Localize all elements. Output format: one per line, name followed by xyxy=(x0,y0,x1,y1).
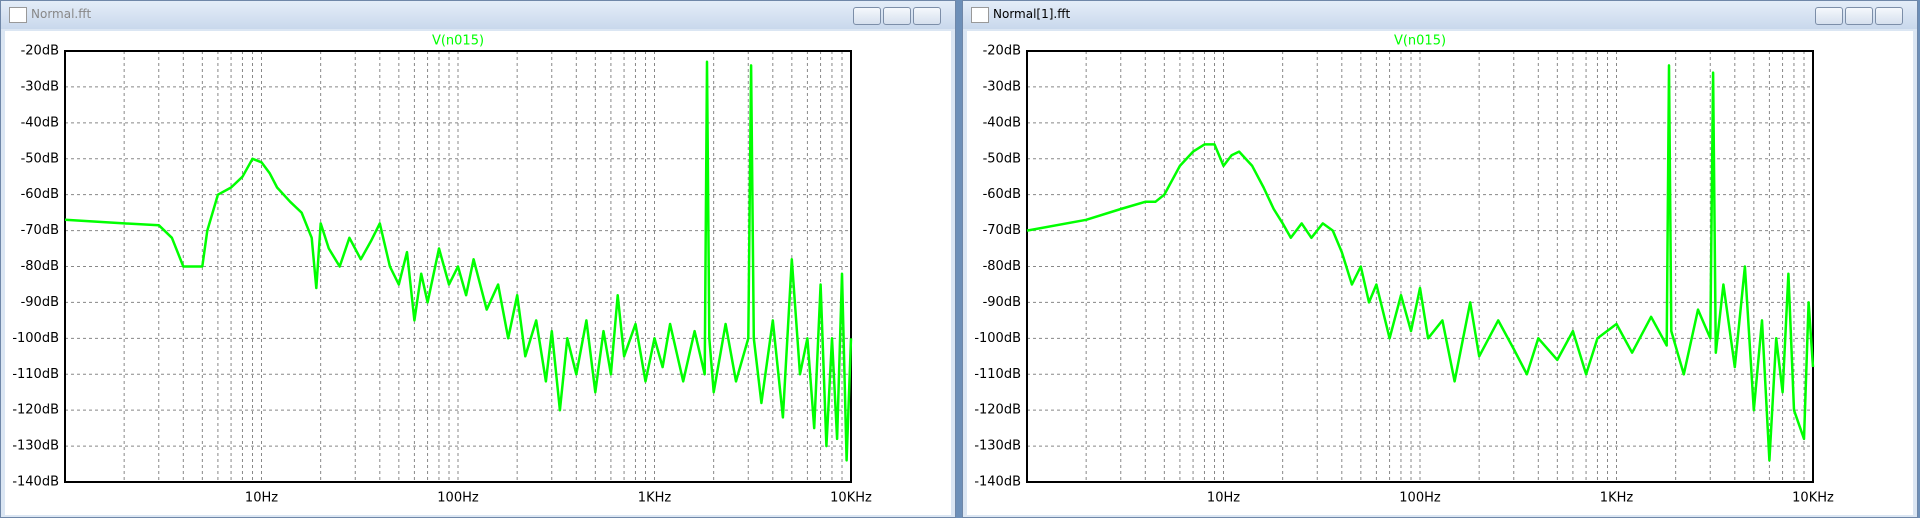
x-tick-label: 10KHz xyxy=(830,491,872,506)
minimize[interactable] xyxy=(1815,7,1843,25)
y-tick-label: -20dB xyxy=(983,44,1021,59)
plot: -20dB -30dB -40dB -50dB -60dB -70dB -80dB -90dB… xyxy=(967,31,1913,515)
title-bar[interactable]: Normal.fft xyxy=(1,1,955,29)
icon xyxy=(9,7,27,23)
window: Normal.fft -20dB -30dB -40dB -50dB -60dB -70d… xyxy=(0,0,956,518)
trace xyxy=(64,60,853,462)
close[interactable] xyxy=(913,7,941,25)
y-tick-label: -40dB xyxy=(983,115,1021,130)
x-tick-label: 10Hz xyxy=(1207,491,1240,506)
y-tick-label: -110dB xyxy=(974,367,1021,382)
x-tick-label: 1KHz xyxy=(1600,491,1634,506)
x-tick-label: 10KHz xyxy=(1792,491,1834,506)
y-tick-label: -140dB xyxy=(12,475,59,490)
y-tick-label: -90dB xyxy=(21,295,59,310)
y-tick-label: -130dB xyxy=(974,439,1021,454)
y-tick-label: -130dB xyxy=(12,439,59,454)
plot-area xyxy=(967,31,1913,515)
y-tick-label: -70dB xyxy=(983,223,1021,238)
trace xyxy=(1026,64,1815,462)
title-bar[interactable]: Normal[1].fft xyxy=(963,1,1917,29)
x-tick-label: 100Hz xyxy=(1399,491,1441,506)
y-tick-label: -100dB xyxy=(12,331,59,346)
x-tick-label: 1KHz xyxy=(638,491,672,506)
y-tick-label: -90dB xyxy=(983,295,1021,310)
y-tick-label: -70dB xyxy=(21,223,59,238)
y-tick-label: -60dB xyxy=(21,187,59,202)
chart-title: V(n015) xyxy=(1394,34,1446,49)
window-title: Normal[1].fft xyxy=(993,7,1071,21)
y-tick-label: -80dB xyxy=(983,259,1021,274)
maximize[interactable] xyxy=(883,7,911,25)
y-tick-label: -120dB xyxy=(974,403,1021,418)
y-tick-label: -30dB xyxy=(983,79,1021,94)
y-tick-label: -30dB xyxy=(21,79,59,94)
maximize[interactable] xyxy=(1845,7,1873,25)
y-tick-label: -60dB xyxy=(983,187,1021,202)
y-tick-label: -110dB xyxy=(12,367,59,382)
plot-border xyxy=(64,50,852,483)
y-tick-label: -50dB xyxy=(21,151,59,166)
y-tick-label: -120dB xyxy=(12,403,59,418)
x-tick-label: 10Hz xyxy=(245,491,278,506)
y-tick-label: -100dB xyxy=(974,331,1021,346)
chart-title: V(n015) xyxy=(432,34,484,49)
plot: -20dB -30dB -40dB -50dB -60dB -70dB -80dB -90dB… xyxy=(5,31,951,515)
close[interactable] xyxy=(1875,7,1903,25)
y-tick-label: -20dB xyxy=(21,44,59,59)
plot-border xyxy=(1026,50,1814,483)
y-tick-label: -140dB xyxy=(974,475,1021,490)
icon xyxy=(971,7,989,23)
x-tick-label: 100Hz xyxy=(437,491,479,506)
window-title: Normal.fft xyxy=(31,7,92,21)
y-tick-label: -80dB xyxy=(21,259,59,274)
window: Normal[1].fft -20dB -30dB -40dB -50dB -60dB -… xyxy=(962,0,1918,518)
y-tick-label: -40dB xyxy=(21,115,59,130)
y-tick-label: -50dB xyxy=(983,151,1021,166)
minimize[interactable] xyxy=(853,7,881,25)
